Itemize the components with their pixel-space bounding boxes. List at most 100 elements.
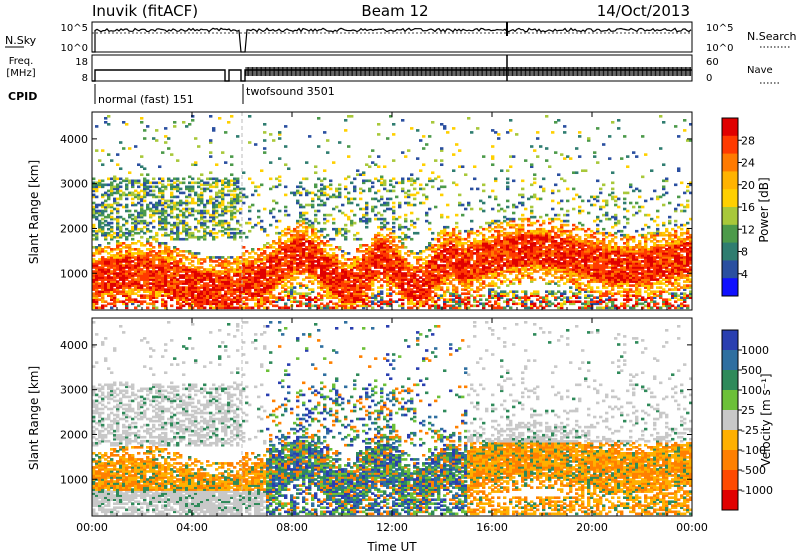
range-time-cell — [389, 276, 393, 279]
range-time-cell — [164, 288, 168, 291]
range-time-cell — [308, 246, 312, 249]
range-time-cell — [164, 260, 168, 263]
range-time-cell — [410, 278, 414, 281]
range-time-cell — [128, 284, 132, 287]
range-time-cell — [113, 262, 117, 265]
range-time-cell — [428, 266, 432, 269]
range-time-cell — [344, 270, 348, 273]
noise-panel: N.Sky 10^5 10^0 10^5 10^0 N.Search — [5, 21, 797, 54]
range-time-cell — [458, 304, 462, 308]
range-time-cell — [98, 203, 102, 207]
range-time-cell — [305, 189, 309, 193]
range-time-cell — [155, 306, 159, 310]
range-time-cell — [362, 264, 366, 267]
range-time-cell — [158, 223, 162, 227]
range-time-cell — [335, 256, 339, 259]
range-time-cell — [221, 207, 225, 211]
range-time-cell — [95, 276, 99, 279]
range-time-cell — [257, 185, 261, 189]
range-time-cell — [221, 151, 225, 154]
range-time-cell — [95, 252, 99, 255]
range-time-cell — [230, 306, 234, 310]
range-time-cell — [332, 221, 336, 225]
range-time-cell — [110, 189, 114, 193]
range-time-cell — [365, 304, 369, 308]
range-time-cell — [278, 268, 282, 271]
range-time-cell — [356, 274, 360, 277]
range-time-cell — [314, 244, 318, 247]
range-time-cell — [437, 244, 441, 247]
range-time-cell — [446, 260, 450, 263]
range-time-cell — [107, 227, 111, 231]
range-time-cell — [278, 280, 282, 283]
range-time-cell — [407, 270, 411, 273]
range-time-cell — [416, 290, 420, 294]
range-time-cell — [320, 294, 324, 298]
range-time-cell — [467, 290, 471, 294]
range-time-cell — [308, 235, 312, 239]
range-time-cell — [221, 233, 225, 237]
range-time-cell — [92, 225, 96, 229]
range-time-cell — [164, 135, 168, 138]
range-time-cell — [146, 237, 150, 241]
range-time-cell — [134, 258, 138, 261]
range-time-cell — [260, 260, 264, 263]
range-time-cell — [476, 272, 480, 275]
range-time-cell — [326, 240, 330, 243]
range-time-cell — [263, 272, 267, 275]
range-time-cell — [359, 268, 363, 271]
range-time-cell — [356, 264, 360, 267]
range-time-cell — [197, 272, 201, 275]
range-time-cell — [398, 282, 402, 285]
range-time-cell — [233, 215, 237, 219]
range-time-cell — [218, 292, 222, 296]
range-time-cell — [260, 292, 264, 296]
range-time-cell — [287, 298, 291, 302]
range-time-cell — [266, 242, 270, 245]
range-time-cell — [251, 181, 255, 185]
range-time-cell — [119, 258, 123, 261]
range-time-cell — [149, 235, 153, 239]
range-time-cell — [236, 302, 240, 306]
range-time-cell — [128, 286, 132, 289]
range-time-cell — [482, 294, 486, 298]
range-time-cell — [299, 181, 303, 185]
range-time-cell — [134, 231, 138, 235]
range-time-cell — [353, 233, 357, 237]
range-time-cell — [95, 181, 99, 185]
range-time-cell — [191, 163, 195, 167]
range-time-cell — [158, 288, 162, 291]
range-time-cell — [350, 292, 354, 296]
range-time-cell — [272, 207, 276, 211]
range-time-cell — [248, 288, 252, 291]
range-time-cell — [314, 227, 318, 231]
range-time-cell — [467, 270, 471, 273]
range-time-cell — [176, 225, 180, 229]
range-time-cell — [398, 225, 402, 229]
range-time-cell — [242, 272, 246, 275]
range-time-cell — [407, 278, 411, 281]
range-time-cell — [263, 282, 267, 285]
range-time-cell — [116, 197, 120, 201]
range-time-cell — [257, 292, 261, 296]
range-time-cell — [284, 185, 288, 189]
range-time-cell — [152, 264, 156, 267]
range-time-cell — [170, 195, 174, 199]
range-time-cell — [329, 266, 333, 269]
range-time-cell — [353, 276, 357, 279]
range-time-cell — [473, 237, 477, 241]
range-time-cell — [404, 213, 408, 217]
range-time-cell — [131, 237, 135, 241]
range-time-cell — [113, 278, 117, 281]
range-time-cell — [173, 195, 177, 199]
range-time-cell — [218, 270, 222, 273]
range-time-cell — [407, 193, 411, 197]
range-time-cell — [362, 213, 366, 217]
range-time-cell — [113, 207, 117, 211]
range-time-cell — [374, 237, 378, 241]
range-time-cell — [377, 246, 381, 249]
range-time-cell — [131, 254, 135, 257]
range-time-cell — [164, 225, 168, 229]
range-time-cell — [359, 294, 363, 298]
range-time-cell — [311, 229, 315, 233]
